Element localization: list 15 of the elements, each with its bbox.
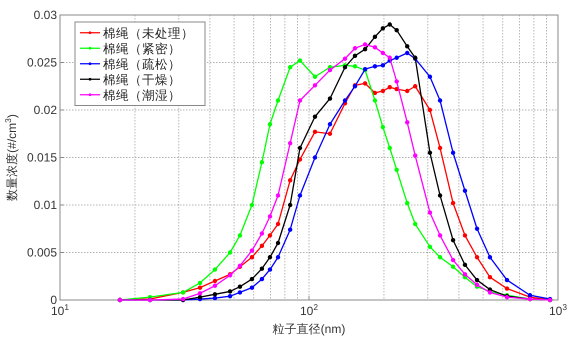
legend-label: 棉绳（干燥） bbox=[103, 72, 181, 87]
x-tick-label: 10$^{3}$ bbox=[548, 302, 568, 318]
y-tick-label: 0.01 bbox=[34, 198, 58, 212]
y-tick-label: 0.025 bbox=[26, 56, 58, 70]
y-tick-label: 0.005 bbox=[26, 246, 58, 260]
legend-label: 棉绳（疏松） bbox=[103, 57, 181, 72]
legend-label: 棉绳（未处理） bbox=[103, 26, 194, 40]
y-tick-label: 0 bbox=[50, 293, 58, 307]
legend-label: 棉绳（潮湿） bbox=[103, 88, 181, 102]
legend-label: 棉绳（紧密） bbox=[103, 42, 181, 56]
y-tick-label: 0.02 bbox=[34, 103, 58, 117]
x-tick-label: 10$^{2}$ bbox=[300, 302, 318, 318]
y-tick-label: 0.015 bbox=[26, 150, 58, 164]
x-axis-title: 粒子直径(nm) bbox=[272, 322, 346, 336]
y-tick-label: 0.03 bbox=[34, 8, 58, 22]
